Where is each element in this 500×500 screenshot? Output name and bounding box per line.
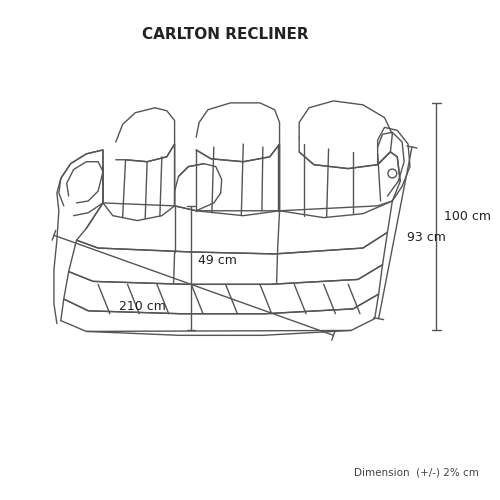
- Text: 100 cm: 100 cm: [444, 210, 492, 223]
- Text: 210 cm: 210 cm: [119, 300, 166, 314]
- Text: Dimension  (+/-) 2% cm: Dimension (+/-) 2% cm: [354, 468, 478, 477]
- Text: 49 cm: 49 cm: [198, 254, 237, 267]
- Text: 93 cm: 93 cm: [407, 231, 446, 244]
- Text: CARLTON RECLINER: CARLTON RECLINER: [142, 26, 309, 42]
